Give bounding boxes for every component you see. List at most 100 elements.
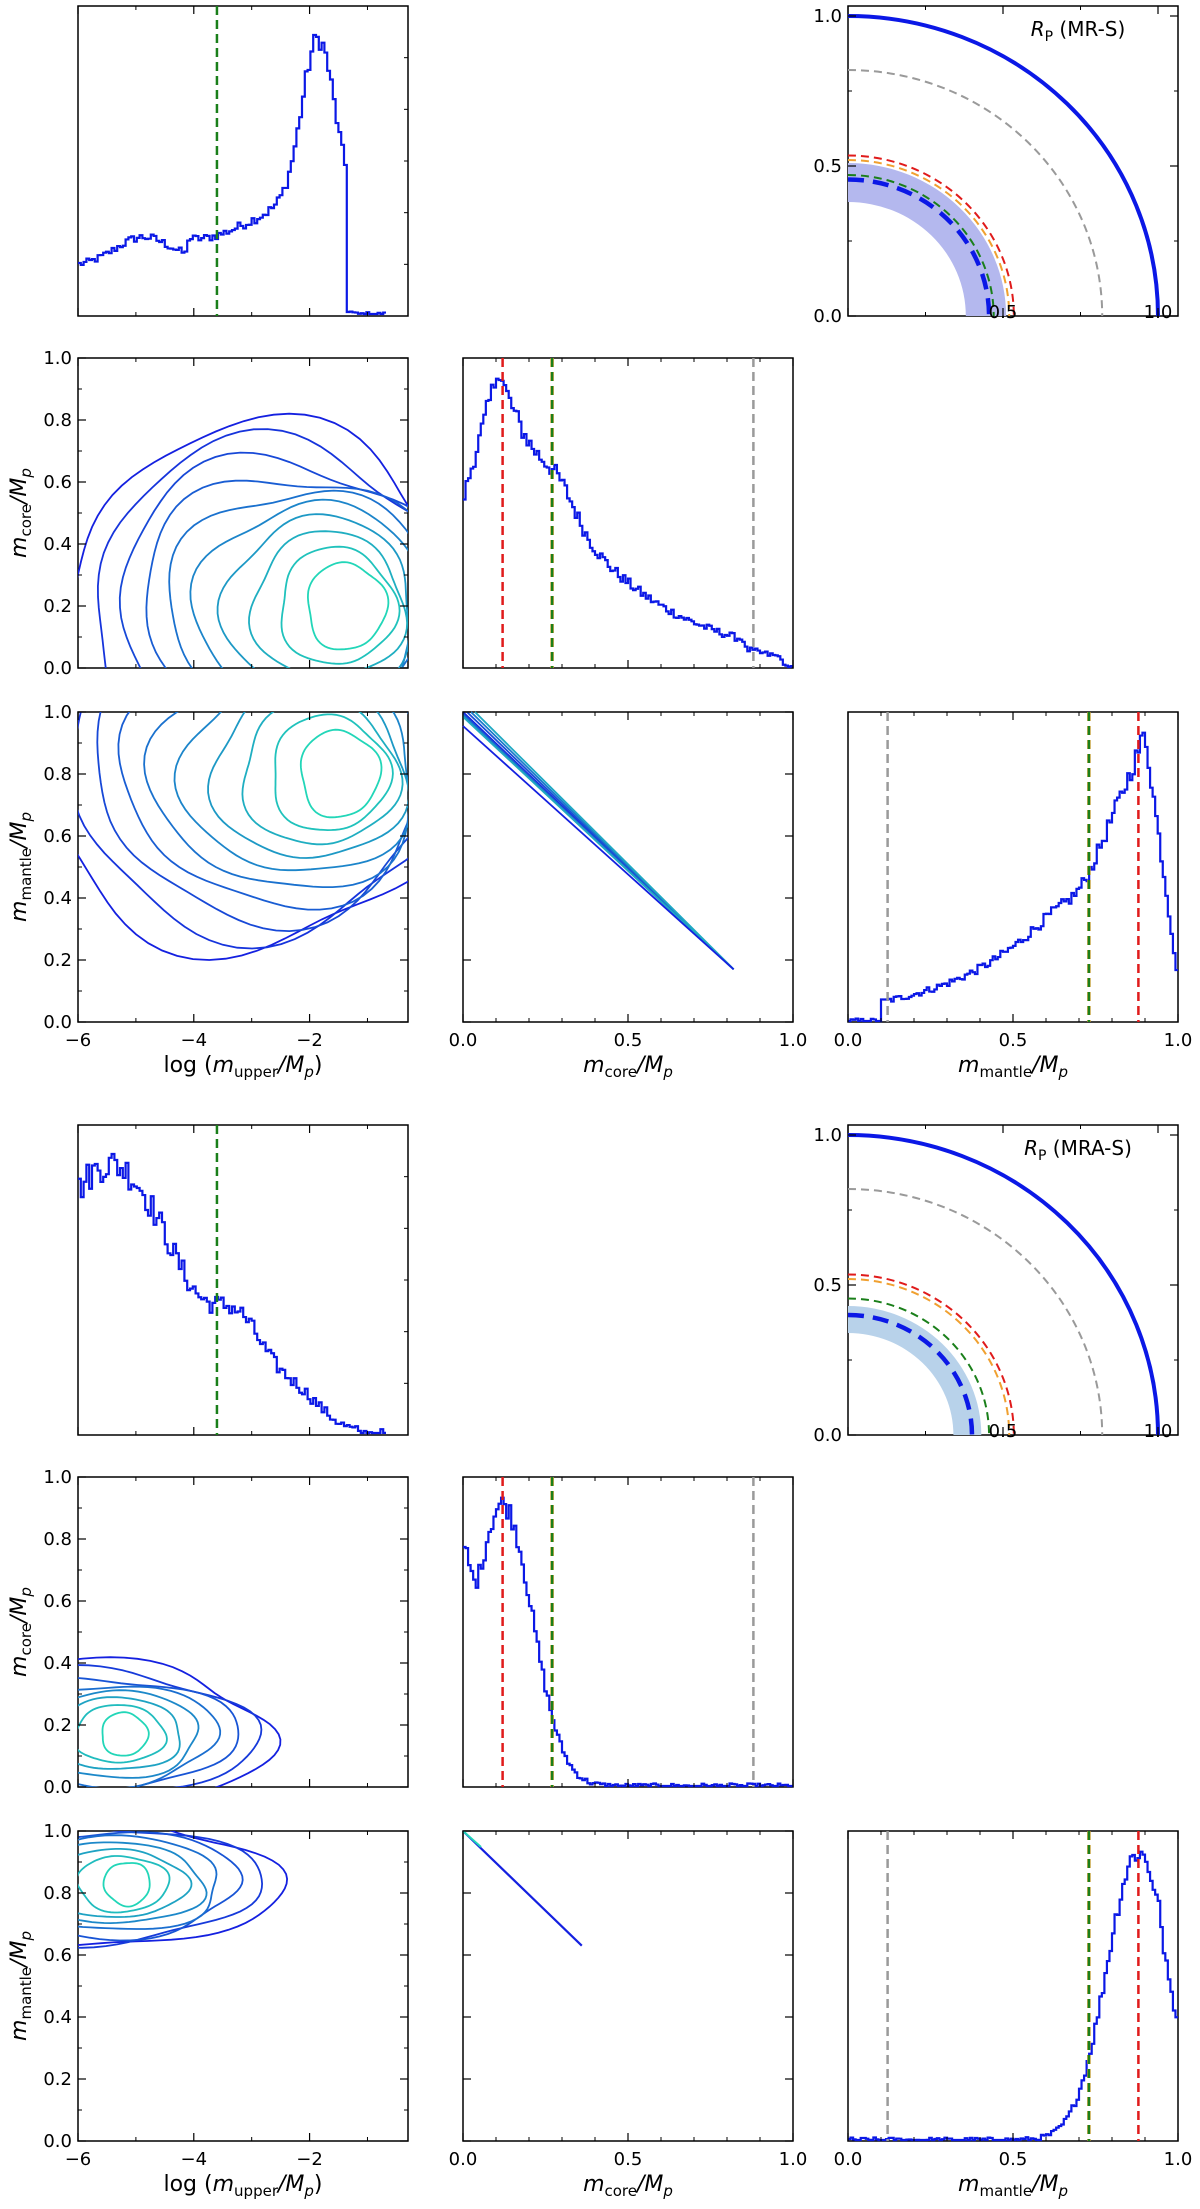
block-bottom-mu-xlabel-axis-text: log (mupper/Mp): [163, 2172, 322, 2200]
block-top-hist-core-panel: [462, 357, 794, 669]
block-bottom-cu-ylabel-axis-part: core: [17, 1623, 35, 1656]
block-bottom-contour-level: [78, 1834, 218, 1930]
block-top-mu-xlabel-axis-part: p: [303, 1063, 314, 1081]
block-bottom-hm-xlabel-axis: mmantle/Mp: [958, 2172, 1068, 2200]
block-top-radius-ylabel: 0.5: [813, 156, 842, 177]
block-bottom-mu-ylabel: 0.8: [43, 1883, 72, 1904]
block-bottom-mu-xlabel-axis-part: ): [314, 2172, 323, 2197]
block-bottom-hm-xlabel: 0.5: [999, 2149, 1028, 2170]
block-bottom-radius-panel: [847, 1124, 1179, 1436]
block-top-hist-upper-panel: [77, 5, 409, 317]
block-bottom-cu-ylabel-axis: mcore/Mp: [7, 1587, 35, 1677]
rp-symbol: R: [1031, 17, 1045, 41]
block-bottom-hm-xlabel-axis-part: m: [958, 2172, 979, 2197]
block-bottom-contour-level: [101, 1711, 150, 1757]
block-top-hist-upper-series: [78, 33, 386, 316]
block-top-contour-level: [145, 479, 408, 668]
block-bottom-contour-level: [102, 1862, 151, 1908]
block-bottom-contours-core-upper: [78, 1656, 282, 1787]
rp-subscript: P: [1038, 1148, 1046, 1164]
block-bottom-mc-xlabel-axis: mcore/Mp: [583, 2172, 673, 2200]
block-top-cu-ylabel-axis-part: core: [17, 504, 35, 537]
block-top-radius-xlabel: 1.0: [1144, 302, 1173, 323]
block-top-cu-ylabel-axis-part: p: [17, 468, 35, 479]
block-bottom-hm-xlabel: 0.0: [834, 2149, 863, 2170]
block-bottom-contour-core-upper-panel: [77, 1476, 409, 1788]
block-top-contour-level: [117, 712, 408, 911]
block-bottom-hm-xlabel: 1.0: [1164, 2149, 1193, 2170]
block-bottom-radius-xlabel: 1.0: [1144, 1421, 1173, 1442]
block-top-cu-ylabel-axis-part: /M: [7, 478, 32, 506]
block-top-mc-xlabel: 0.0: [449, 1030, 478, 1051]
block-top-contour-level: [96, 428, 408, 668]
block-bottom-hist-mantle-panel: [847, 1830, 1179, 2142]
block-top-mu-xlabel-axis-part: /M: [276, 1053, 304, 1078]
block-top-mu-xlabel-axis-part: upper: [234, 1063, 279, 1081]
rp-symbol: R: [1024, 1136, 1038, 1160]
block-bottom-mu-xlabel-axis: log (mupper/Mp): [163, 2172, 322, 2200]
block-top-mu-ylabel-axis-part: m: [7, 901, 32, 922]
block-top-radius-xlabel: 0.5: [989, 302, 1018, 323]
block-top-mu-ylabel-axis-part: /M: [7, 822, 32, 850]
block-top-cu-ylabel: 0.0: [43, 658, 72, 679]
block-bottom-mu-xlabel-axis-part: p: [303, 2182, 314, 2200]
block-top-radius-arcs: [848, 14, 1160, 316]
block-top-contour-level: [78, 853, 408, 961]
block-top-hist-mantle-panel: [847, 711, 1179, 1023]
block-bottom-mc-xlabel: 1.0: [779, 2149, 808, 2170]
block-top-radius-title: RP (MR-S): [1031, 17, 1126, 45]
block-bottom-contour-level: [462, 1830, 482, 1848]
block-bottom-radius-orange: [848, 1278, 1011, 1435]
block-top-contour-level: [248, 530, 408, 668]
block-bottom-cu-ylabel-axis-part: m: [7, 1656, 32, 1677]
block-top-radius-panel: [847, 5, 1179, 317]
block-bottom-contour-level: [78, 1664, 263, 1787]
block-bottom-radius-blue: [848, 1312, 975, 1435]
block-bottom-contour-level: [462, 1830, 583, 1947]
block-bottom-hm-xlabel-axis-part: mantle: [979, 2182, 1032, 2200]
block-bottom-contour-level: [78, 1704, 168, 1764]
block-bottom-cu-ylabel-axis-text: mcore/Mp: [7, 1587, 35, 1677]
block-top-cu-ylabel-axis: mcore/Mp: [7, 468, 35, 558]
block-bottom-hist-core-panel: [462, 1476, 794, 1788]
block-bottom-mu-xlabel-axis-part: log (: [163, 2172, 212, 2197]
block-bottom-mu-ylabel: 0.2: [43, 2069, 72, 2090]
block-top-radius-ylabel: 0.0: [813, 306, 842, 327]
block-top-mu-xlabel-axis: log (mupper/Mp): [163, 1053, 322, 1081]
block-top-contours-core-upper: [78, 412, 408, 668]
block-top-mu-ylabel: 0.2: [43, 950, 72, 971]
block-top-cu-ylabel-axis-text: mcore/Mp: [7, 468, 35, 558]
block-bottom-mu-ylabel-axis-part: p: [17, 1931, 35, 1942]
block-top-hist-core-series: [463, 377, 793, 669]
block-bottom-cu-ylabel: 0.4: [43, 1653, 72, 1674]
block-top-contour-level: [462, 725, 735, 970]
block-bottom-mu-ylabel: 1.0: [43, 1821, 72, 1842]
block-top-contour-level: [78, 412, 408, 579]
block-bottom-mu-ylabel: 0.4: [43, 2007, 72, 2028]
block-top-cu-ylabel-axis-part: m: [7, 537, 32, 558]
block-bottom-mu-ylabel: 0.6: [43, 1945, 72, 1966]
block-bottom-contour-level: [78, 1831, 244, 1942]
block-bottom-cu-ylabel: 0.2: [43, 1715, 72, 1736]
block-top-hm-xlabel: 0.0: [834, 1030, 863, 1051]
block-top-hm-xlabel-axis-part: /M: [1030, 1053, 1058, 1078]
block-top-contour-level: [306, 561, 390, 651]
block-bottom-mc-xlabel-axis-part: core: [605, 2182, 638, 2200]
block-top-mu-ylabel-axis-part: mantle: [17, 848, 35, 901]
block-bottom-contour-level: [78, 1831, 289, 1946]
block-bottom-mu-xlabel-axis-part: upper: [234, 2182, 279, 2200]
block-bottom-mu-ylabel-axis-part: /M: [7, 1941, 32, 1969]
block-bottom-cu-ylabel-axis-part: /M: [7, 1597, 32, 1625]
block-top-hm-xlabel-axis-part: mantle: [979, 1063, 1032, 1081]
block-bottom-radius-xlabel: 0.5: [989, 1421, 1018, 1442]
block-top-radius-outer: [848, 14, 1160, 316]
block-top-mc-xlabel-axis-part: core: [605, 1063, 638, 1081]
block-bottom-mu-xlabel: −4: [181, 2149, 208, 2170]
block-top-mu-xlabel-axis-part: m: [213, 1053, 234, 1078]
block-bottom-contour-level: [78, 1696, 181, 1770]
block-top-contour-level: [207, 712, 408, 859]
block-top-mu-ylabel: 0.4: [43, 888, 72, 909]
block-top-hm-xlabel-axis-text: mmantle/Mp: [958, 1053, 1068, 1081]
block-bottom-hm-xlabel-axis-part: /M: [1030, 2172, 1058, 2197]
